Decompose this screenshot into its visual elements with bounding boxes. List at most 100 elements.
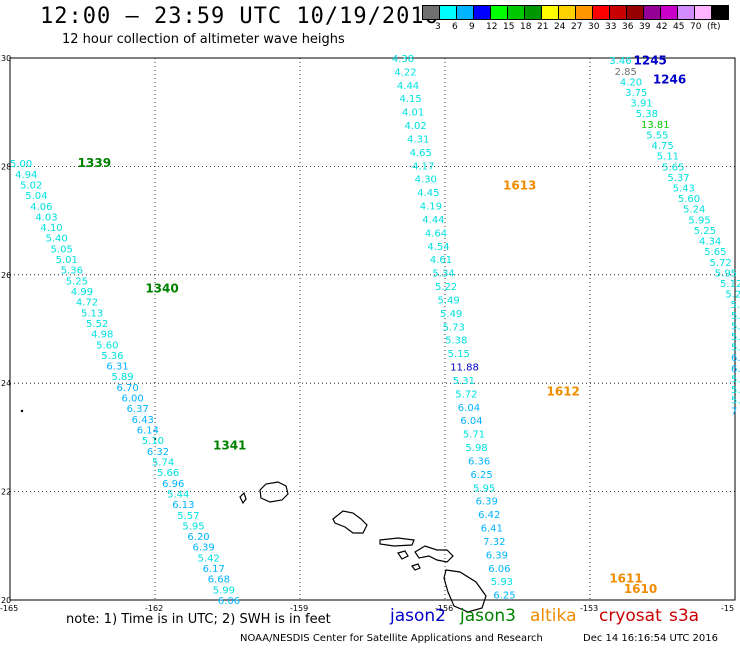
- wave-height-value: 5.2: [731, 396, 740, 407]
- lon-tick-label: -153: [580, 604, 598, 613]
- wave-height-value: 6.42: [478, 510, 500, 521]
- wave-height-value: 5.00: [10, 159, 32, 170]
- wave-height-value: 5.08: [731, 343, 740, 354]
- wave-height-value: 4.34: [699, 237, 721, 248]
- lon-tick-label: -162: [145, 604, 163, 613]
- wave-height-value: 5.89: [111, 372, 133, 383]
- wave-height-value: 5.49: [438, 295, 460, 306]
- island-molokai: [379, 537, 415, 547]
- map-grid: [9, 57, 736, 601]
- wave-height-value: 4.54: [427, 242, 449, 253]
- lon-tick-label: -15: [721, 604, 734, 613]
- wave-height-value: 3.91: [630, 99, 652, 110]
- legend-label: 42: [656, 22, 668, 32]
- legend-label: 3: [435, 22, 441, 32]
- wave-height-value: 5.52: [86, 319, 108, 330]
- wave-height-value: 6.06: [488, 564, 510, 575]
- wave-height-value: 5.55: [646, 130, 668, 141]
- wave-height-value: 4.02: [405, 121, 427, 132]
- track-1339-1341: 5.004.945.025.044.064.034.105.405.055.01…: [10, 159, 240, 607]
- marker-point: [20, 409, 24, 413]
- wave-height-value: 7.32: [483, 537, 505, 548]
- wave-height-value: 5.26: [725, 290, 740, 301]
- wave-height-value: 4.03: [35, 212, 57, 223]
- color-legend: [422, 5, 729, 20]
- pass-time-label: 1612: [547, 384, 580, 398]
- wave-height-value: 5.38: [731, 321, 740, 332]
- wave-height-value: 4.19: [420, 202, 442, 213]
- wave-height-value: 6.25: [493, 591, 515, 602]
- wave-height-value: 5.34: [432, 269, 454, 280]
- wave-height-value: 5.13: [81, 308, 103, 319]
- legend-label: 9: [469, 22, 475, 32]
- lat-tick-label: 20: [1, 596, 11, 605]
- wave-height-value: 4.44: [397, 81, 419, 92]
- legend-swatch: [711, 5, 729, 20]
- wave-height-value: 5.31: [453, 376, 475, 387]
- wave-height-value: 5.60: [678, 194, 700, 205]
- legend-label: 24: [554, 22, 566, 32]
- altimeter-tracks: 5.004.945.025.044.064.034.105.405.055.01…: [10, 54, 740, 607]
- pass-time-label: 1340: [145, 281, 178, 295]
- wave-height-value: 4.17: [412, 161, 434, 172]
- pass-time-label: 1613: [503, 178, 536, 192]
- track-1245-1247: 3.462.854.203.753.915.3813.815.554.755.1…: [609, 56, 740, 417]
- lon-tick-label: -165: [0, 604, 18, 613]
- wave-height-value: 5.95: [715, 268, 737, 279]
- wave-height-value: 5.95: [473, 483, 495, 494]
- satellite-name-jason2: jason2: [390, 606, 446, 626]
- wave-height-value: 4.20: [620, 77, 642, 88]
- island-niihau: [239, 491, 247, 505]
- wave-height-value: 5.05: [51, 244, 73, 255]
- wave-height-value: 5.72: [710, 258, 732, 269]
- legend-label: 39: [639, 22, 651, 32]
- pass-time-labels: 1339134013411613161216111610124512461247: [78, 54, 687, 596]
- wave-height-value: 4.99: [71, 287, 93, 298]
- wave-height-value: 4.98: [91, 330, 113, 341]
- pass-time-label: 1611: [609, 571, 642, 585]
- wave-height-value: 5.24: [683, 205, 705, 216]
- wave-height-value: 4.64: [425, 228, 447, 239]
- wave-height-value: 5.15: [448, 349, 470, 360]
- wave-height-value: 6.41: [481, 524, 503, 535]
- wave-height-value: 6.43: [132, 415, 154, 426]
- wave-height-value: 5.02: [20, 180, 42, 191]
- track-1613-1610: 4.38 4.22 4.44 4.15 4.01 4.02 4.31 4.65 4.17 4.30…: [392, 54, 516, 602]
- wave-height-value: 6.32: [147, 447, 169, 458]
- wave-height-value: 5.96: [731, 374, 740, 385]
- wave-height-value: 5.38: [636, 109, 658, 120]
- wave-height-value: 5.38: [445, 336, 467, 347]
- wave-height-value: 6.36: [468, 456, 490, 467]
- wave-height-value: 6.20: [187, 532, 209, 543]
- wave-height-value: 4.15: [399, 94, 421, 105]
- lat-tick-label: 28: [1, 162, 11, 171]
- wave-height-value: 5.65: [704, 247, 726, 258]
- island-maui: [414, 545, 454, 563]
- wave-height-value: 5.73: [443, 322, 465, 333]
- wave-height-value: 6.17: [203, 564, 225, 575]
- wave-height-value: 5.95: [688, 215, 710, 226]
- wave-height-value: 5.37: [667, 173, 689, 184]
- legend-label: 6: [452, 22, 458, 32]
- wave-height-value: 4.06: [30, 202, 52, 213]
- wave-height-value: 6.13: [172, 500, 194, 511]
- satellite-name-jason3: jason3: [460, 606, 516, 626]
- wave-height-value: 5.25: [66, 276, 88, 287]
- map-frame: [9, 57, 736, 601]
- wave-height-value: 4.65: [410, 148, 432, 159]
- axis-tick-labels: 30 28 26 24 22 20-165 -162 -159 -156 -153 -15: [0, 54, 734, 613]
- wave-height-value: 5.74: [152, 457, 174, 468]
- lat-tick-label: 30: [1, 54, 11, 63]
- wave-height-value: 5.60: [96, 340, 118, 351]
- wave-height-value: 4.01: [402, 108, 424, 119]
- wave-height-value: 5.89: [731, 332, 740, 343]
- legend-label: 15: [503, 22, 515, 32]
- wave-height-value: 6.14: [137, 426, 159, 437]
- island-kauai: [259, 481, 289, 503]
- lon-tick-label: -156: [435, 604, 453, 613]
- wave-height-value: 6.31: [106, 362, 128, 373]
- legend-label: (ft): [707, 22, 721, 32]
- legend-label: 18: [520, 22, 532, 32]
- legend-label: 45: [673, 22, 685, 32]
- legend-label: 21: [537, 22, 549, 32]
